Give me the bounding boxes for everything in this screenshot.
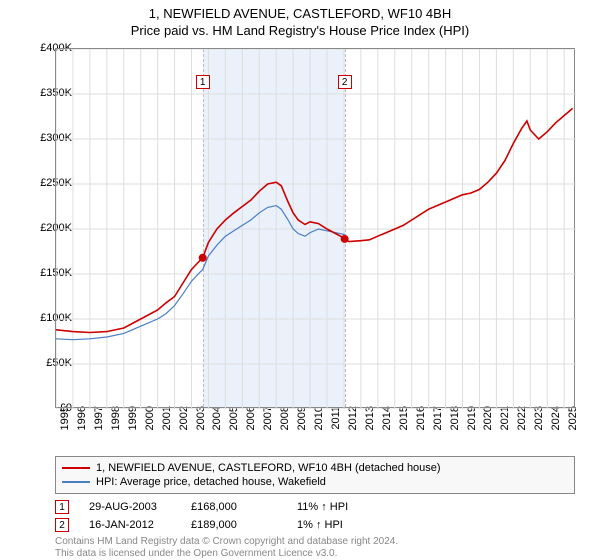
sale-marker-1: 1 (196, 75, 210, 89)
sale-hpi-diff: 1% ↑ HPI (297, 519, 397, 531)
x-axis-label: 2004 (211, 406, 223, 446)
x-axis-label: 2006 (245, 406, 257, 446)
subject-property-line (56, 108, 573, 332)
sale-price: £168,000 (191, 501, 291, 513)
x-axis-label: 2023 (533, 406, 545, 446)
x-axis-label: 2008 (279, 406, 291, 446)
x-axis-label: 2017 (432, 406, 444, 446)
chart-title-line2: Price paid vs. HM Land Registry's House … (0, 21, 600, 38)
legend-label: HPI: Average price, detached house, Wake… (96, 476, 326, 488)
sale-price: £189,000 (191, 519, 291, 531)
x-axis-label: 2007 (262, 406, 274, 446)
x-axis-label: 1998 (110, 406, 122, 446)
chart-title-line1: 1, NEWFIELD AVENUE, CASTLEFORD, WF10 4BH (0, 0, 600, 21)
plot-area: 1 2 (55, 48, 575, 408)
sale-row: 2 16-JAN-2012 £189,000 1% ↑ HPI (55, 516, 575, 534)
x-axis-label: 2016 (415, 406, 427, 446)
hpi-line (56, 206, 345, 340)
legend-item: 1, NEWFIELD AVENUE, CASTLEFORD, WF10 4BH… (62, 461, 568, 475)
x-axis-label: 2012 (347, 406, 359, 446)
x-axis-label: 2024 (550, 406, 562, 446)
legend-swatch (62, 467, 90, 469)
x-axis-label: 2022 (516, 406, 528, 446)
x-axis-label: 2015 (398, 406, 410, 446)
sale-dot (341, 235, 349, 243)
x-axis-label: 2010 (313, 406, 325, 446)
x-axis-label: 2014 (381, 406, 393, 446)
x-axis-label: 2001 (161, 406, 173, 446)
x-axis-label: 1999 (127, 406, 139, 446)
attribution-footer: Contains HM Land Registry data © Crown c… (55, 536, 575, 559)
legend-label: 1, NEWFIELD AVENUE, CASTLEFORD, WF10 4BH… (96, 462, 441, 474)
sale-row-marker: 1 (55, 500, 69, 514)
chart-svg (56, 49, 576, 409)
sale-date: 29-AUG-2003 (75, 501, 185, 513)
gridlines (56, 49, 576, 409)
chart-container: 1, NEWFIELD AVENUE, CASTLEFORD, WF10 4BH… (0, 0, 600, 560)
x-axis-label: 2005 (228, 406, 240, 446)
sale-marker-2: 2 (338, 75, 352, 89)
x-axis-label: 2003 (195, 406, 207, 446)
sale-hpi-diff: 11% ↑ HPI (297, 501, 397, 513)
x-axis-label: 2020 (482, 406, 494, 446)
x-axis-label: 2019 (466, 406, 478, 446)
sales-table: 1 29-AUG-2003 £168,000 11% ↑ HPI 2 16-JA… (55, 498, 575, 534)
sale-dot (199, 254, 207, 262)
sale-row: 1 29-AUG-2003 £168,000 11% ↑ HPI (55, 498, 575, 516)
legend: 1, NEWFIELD AVENUE, CASTLEFORD, WF10 4BH… (55, 456, 575, 494)
x-axis-label: 2013 (364, 406, 376, 446)
legend-swatch (62, 481, 90, 483)
footer-line1: Contains HM Land Registry data © Crown c… (55, 536, 575, 548)
x-axis-label: 2025 (567, 406, 579, 446)
x-axis-label: 2002 (178, 406, 190, 446)
sale-dots (199, 235, 349, 262)
x-axis-label: 2011 (330, 406, 342, 446)
x-axis-label: 2009 (296, 406, 308, 446)
x-axis-label: 2021 (499, 406, 511, 446)
x-axis-label: 1995 (59, 406, 71, 446)
sale-row-marker: 2 (55, 518, 69, 532)
sale-date: 16-JAN-2012 (75, 519, 185, 531)
x-axis-label: 1996 (76, 406, 88, 446)
x-axis-label: 2000 (144, 406, 156, 446)
footer-line2: This data is licensed under the Open Gov… (55, 548, 575, 560)
x-axis-label: 2018 (449, 406, 461, 446)
x-axis-label: 1997 (93, 406, 105, 446)
legend-item: HPI: Average price, detached house, Wake… (62, 475, 568, 489)
